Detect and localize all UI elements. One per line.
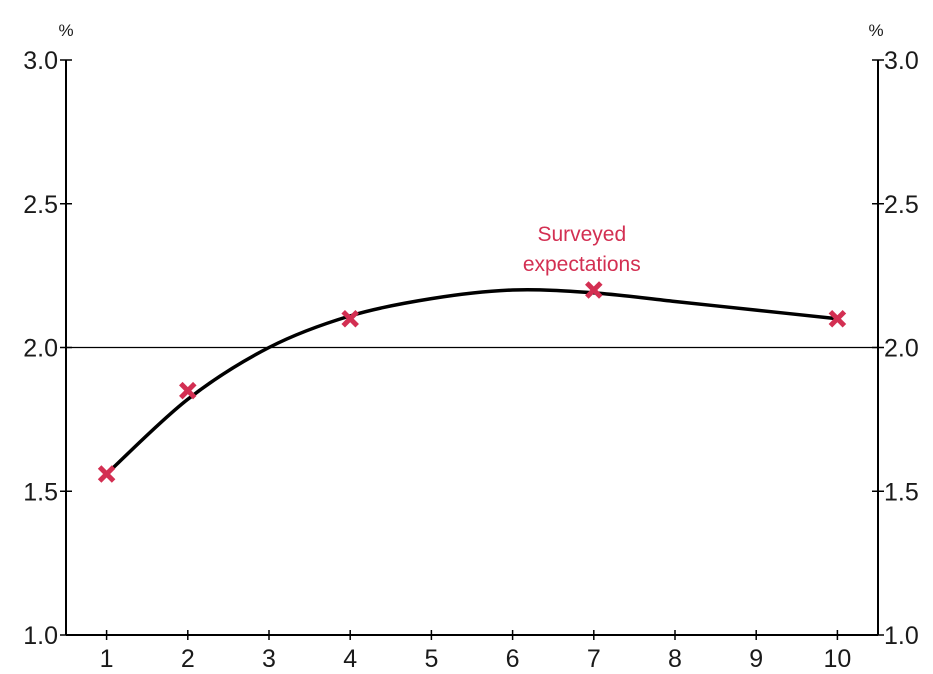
y-tick-label-left: 1.5 bbox=[23, 478, 58, 506]
x-tick-label: 7 bbox=[587, 645, 601, 669]
y-tick-label-left: 3.0 bbox=[23, 47, 58, 75]
y-unit-label-right: % bbox=[868, 21, 883, 40]
x-tick-label: 2 bbox=[181, 645, 195, 669]
y-tick-label-right: 1.5 bbox=[884, 478, 919, 506]
y-tick-label-right: 3.0 bbox=[884, 47, 919, 75]
x-tick-label: 6 bbox=[506, 645, 520, 669]
y-unit-label-left: % bbox=[58, 21, 73, 40]
x-tick-label: 8 bbox=[668, 645, 682, 669]
x-tick-label: 9 bbox=[749, 645, 763, 669]
x-marker bbox=[828, 309, 847, 328]
y-tick-label-right: 2.5 bbox=[884, 191, 919, 219]
y-tick-label-left: 2.0 bbox=[23, 335, 58, 363]
x-marker bbox=[97, 465, 116, 483]
y-tick-label-right: 1.0 bbox=[884, 622, 919, 650]
x-tick-label: 3 bbox=[262, 645, 276, 669]
x-tick-label: 5 bbox=[424, 645, 438, 669]
y-tick-label-left: 2.5 bbox=[23, 191, 58, 219]
x-marker bbox=[585, 281, 603, 299]
x-marker bbox=[341, 309, 359, 328]
annotation-label: Surveyed bbox=[537, 223, 626, 246]
fitted-curve-line bbox=[104, 287, 840, 476]
x-tick-label: 10 bbox=[823, 645, 851, 669]
x-tick-label: 1 bbox=[100, 645, 114, 669]
annotation-label: expectations bbox=[523, 253, 641, 276]
y-tick-label-right: 2.0 bbox=[884, 335, 919, 363]
y-tick-label-left: 1.0 bbox=[23, 622, 58, 650]
x-tick-label: 4 bbox=[343, 645, 357, 669]
x-marker bbox=[179, 381, 197, 400]
